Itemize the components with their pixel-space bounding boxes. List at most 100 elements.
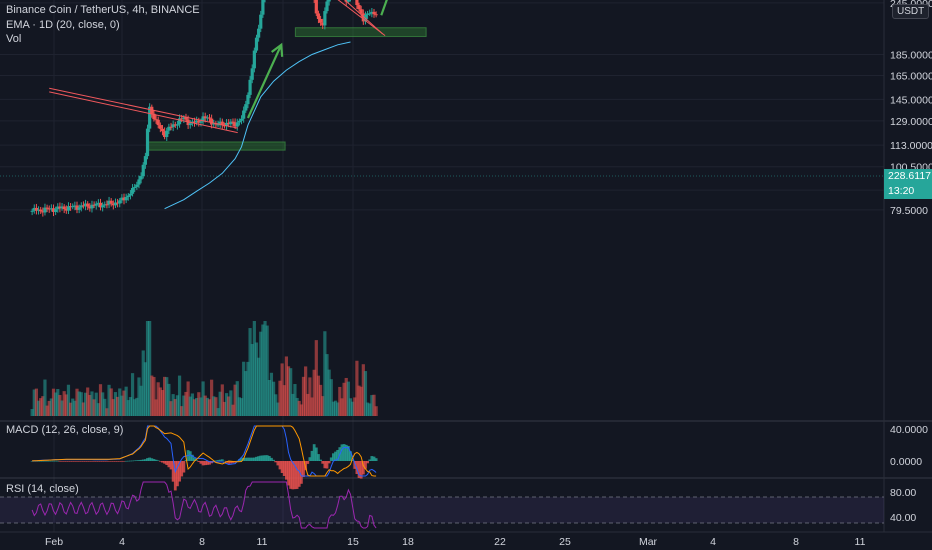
volume-bar — [222, 401, 227, 416]
volume-bar — [289, 368, 293, 416]
macd-histogram-bar — [94, 461, 98, 462]
time-axis-label: Mar — [639, 536, 658, 548]
macd-histogram-bar — [252, 457, 256, 461]
volume-bar — [263, 321, 267, 416]
volume-bar — [338, 386, 342, 416]
macd-histogram-bar — [171, 461, 175, 482]
volume-bar — [359, 386, 363, 416]
candle-body — [32, 207, 36, 211]
trendline-wedge-upper — [344, 0, 383, 35]
macd-legend[interactable]: MACD (12, 26, close, 9) — [6, 424, 123, 436]
macd-histogram-bar — [116, 461, 120, 462]
rsi-legend[interactable]: RSI (14, close) — [6, 483, 79, 495]
volume-bar — [192, 399, 197, 416]
volume-bar — [340, 398, 344, 416]
volume-bar — [124, 386, 128, 416]
candle-body — [180, 118, 184, 120]
macd-histogram-bar — [111, 461, 115, 462]
macd-histogram-bar — [122, 461, 126, 462]
volume-bar — [98, 384, 103, 416]
volume-bar — [370, 395, 374, 416]
candle-body — [126, 195, 130, 198]
macd-histogram-bar — [287, 461, 290, 486]
candle-body — [254, 37, 259, 51]
trendline-wedge-lower — [337, 0, 386, 37]
candle-body — [66, 206, 71, 211]
candle-body — [30, 210, 34, 212]
macd-histogram-bar — [227, 461, 231, 464]
volume-bar — [68, 402, 73, 416]
macd-histogram-bar — [214, 460, 218, 462]
macd-histogram-bar — [332, 453, 335, 461]
volume-bar — [220, 384, 224, 416]
macd-histogram-bar — [319, 459, 322, 461]
macd-histogram-bar — [64, 461, 68, 462]
volume-legend[interactable]: Vol — [6, 33, 21, 45]
volume-bar — [81, 402, 86, 416]
price-scale-label: 79.5000 — [890, 205, 928, 217]
macd-histogram-bar — [297, 461, 301, 487]
candle-body — [139, 176, 143, 180]
candle-body — [212, 123, 216, 125]
candle-body — [113, 202, 118, 206]
macd-histogram-bar — [41, 460, 45, 462]
volume-bar — [314, 340, 318, 416]
macd-histogram-bar — [176, 461, 179, 487]
volume-bar — [135, 397, 139, 416]
volume-bar — [284, 356, 288, 416]
volume-bar — [344, 377, 348, 416]
volume-bar — [235, 381, 239, 416]
macd-histogram-bar — [278, 461, 282, 470]
macd-histogram-bar — [321, 461, 325, 464]
macd-histogram-bar — [135, 460, 139, 461]
macd-histogram-bar — [282, 461, 286, 476]
macd-histogram-bar — [299, 461, 303, 484]
macd-histogram-bar — [141, 459, 145, 461]
volume-bar — [139, 385, 143, 416]
macd-histogram-bar — [295, 461, 299, 489]
macd-histogram-bar — [248, 457, 252, 461]
candle-body — [175, 124, 180, 126]
macd-histogram-bar — [353, 461, 357, 469]
macd-histogram-bar — [182, 461, 186, 473]
macd-histogram-bar — [329, 457, 333, 461]
volume-bar — [295, 397, 299, 416]
candle-body — [372, 11, 376, 15]
macd-histogram-bar — [261, 455, 265, 461]
volume-bar — [141, 350, 145, 416]
volume-bar — [237, 397, 241, 416]
macd-histogram-bar — [205, 461, 209, 465]
candle-body — [165, 130, 169, 138]
volume-bar — [94, 392, 98, 416]
macd-histogram-bar — [188, 451, 192, 461]
macd-histogram-bar — [45, 460, 49, 462]
candle-body — [158, 125, 162, 129]
currency-button[interactable]: USDT — [892, 4, 930, 19]
macd-histogram-bar — [218, 459, 222, 461]
macd-histogram-bar — [201, 461, 205, 466]
macd-histogram-bar — [289, 461, 293, 489]
macd-histogram-bar — [133, 460, 137, 462]
macd-histogram — [30, 444, 378, 491]
macd-histogram-bar — [244, 457, 248, 461]
volume-bar — [36, 400, 41, 416]
symbol-legend[interactable]: Binance Coin / TetherUS, 4h, BINANCE — [6, 4, 200, 16]
candle-body — [229, 121, 233, 125]
candle-body — [39, 209, 43, 212]
candle-body — [346, 0, 350, 2]
volume-bar — [239, 398, 244, 416]
macd-histogram-bar — [359, 461, 363, 479]
volume-bar — [107, 384, 111, 416]
ema-legend[interactable]: EMA · 1D (20, close, 0) — [6, 19, 120, 31]
candle-body — [62, 206, 66, 210]
volume-bar — [308, 377, 312, 416]
volume-bar — [122, 390, 126, 416]
volume-bar — [30, 409, 34, 416]
macd-histogram-bar — [184, 460, 188, 461]
macd-histogram-bar — [124, 460, 128, 462]
volume-bar — [304, 366, 308, 416]
candle-body — [118, 200, 122, 204]
candle-body — [361, 13, 365, 22]
candle-body — [83, 203, 88, 207]
